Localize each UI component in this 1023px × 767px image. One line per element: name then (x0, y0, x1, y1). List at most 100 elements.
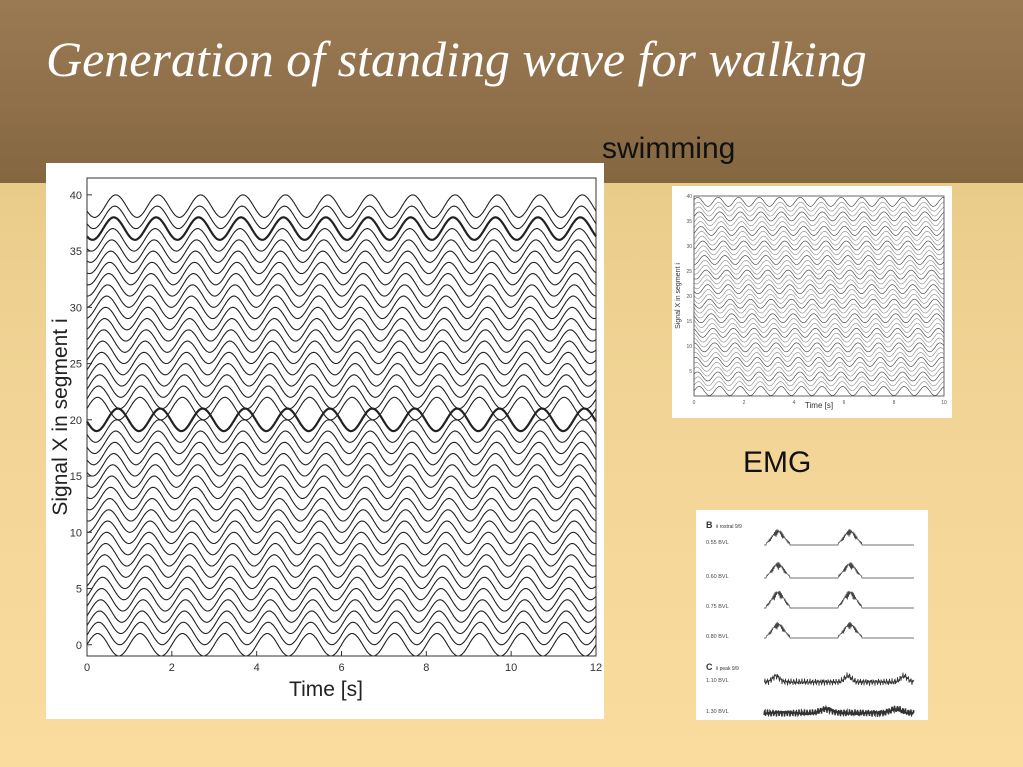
emg-chart: B ii rostral 9/9 0.55 BVL 0.60 BVL 0.75 … (706, 520, 915, 718)
walking-y-tick-label: 0 (76, 640, 82, 652)
swimming-series-line (693, 352, 945, 362)
walking-y-axis-label: Signal X in segment i (49, 318, 72, 515)
walking-series-line (86, 587, 597, 612)
walking-x-tick-label: 6 (338, 662, 344, 674)
walking-series-line (86, 554, 597, 578)
swimming-series-line (693, 366, 945, 377)
swimming-y-tick-label: 30 (686, 244, 692, 250)
swimming-plot-frame (693, 195, 945, 397)
swimming-y-tick-label: 35 (686, 219, 692, 225)
swimming-series-line (693, 298, 945, 309)
walking-series-line (86, 486, 597, 511)
swimming-series-line (693, 226, 945, 236)
walking-series-line (86, 250, 597, 275)
walking-y-tick-label: 15 (70, 471, 82, 483)
walking-series-line (86, 318, 597, 342)
swimming-series-line (693, 332, 945, 343)
swimming-series-line (693, 269, 945, 280)
swimming-series-line (693, 284, 944, 294)
swimming-series-line (693, 245, 945, 256)
walking-series-line (86, 363, 597, 387)
walking-series-line (86, 261, 597, 286)
swimming-x-tick-label: 8 (893, 400, 896, 406)
swimming-series-line (693, 318, 945, 328)
walking-series-line (86, 610, 597, 635)
swimming-series-line (693, 362, 945, 372)
walking-chart-panel: 0 2 4 6 8 10 12 0 5 10 15 20 25 30 35 40 Time [s] Sign… (46, 163, 604, 719)
emg-panel-b-condition: ii rostral 9/9 (716, 524, 742, 530)
swimming-series-line (693, 289, 945, 299)
walking-series-line (86, 194, 597, 218)
swimming-series-line (693, 303, 945, 314)
walking-series-line (86, 430, 597, 455)
swimming-x-tick-label: 0 (693, 400, 696, 406)
walking-x-tick-label: 2 (169, 662, 175, 674)
swimming-series-line (693, 265, 945, 275)
swimming-x-tick-label: 4 (793, 400, 796, 406)
walking-y-tick-label: 40 (70, 190, 82, 202)
swimming-chart-panel: 0 2 4 6 8 10 5 10 15 20 25 30 35 40 Time [s] Signal … (672, 186, 952, 418)
walking-x-tick-label: 8 (423, 662, 429, 674)
swimming-series-line (693, 197, 944, 207)
walking-series-line (87, 273, 597, 297)
walking-series-line (86, 385, 597, 410)
swimming-series-line (693, 308, 945, 319)
walking-series-line (86, 396, 597, 421)
swimming-series-line (693, 235, 945, 246)
walking-series-line (86, 239, 597, 263)
swimming-x-tick-label: 10 (941, 400, 947, 406)
emg-trace-label: 1.10 BVL (706, 678, 729, 684)
swimming-series-line (694, 255, 945, 265)
title-bar: Generation of standing wave for walking (0, 0, 1023, 183)
emg-panel-b-letter: B (706, 520, 713, 530)
emg-trace-line (763, 704, 915, 718)
swimming-series-line (693, 260, 945, 270)
walking-series-line (87, 509, 597, 533)
swimming-label: swimming (602, 132, 736, 165)
walking-y-tick-label: 25 (70, 359, 82, 371)
walking-x-tick-label: 4 (254, 662, 260, 674)
emg-label: EMG (743, 446, 812, 479)
emg-panel-c-condition: ii peak 9/9 (716, 666, 739, 672)
emg-trace-label: 0.55 BVL (706, 540, 729, 546)
walking-series-line (86, 228, 597, 252)
walking-chart: 0 2 4 6 8 10 12 0 5 10 15 20 25 30 35 40 Time [s] Sign… (49, 177, 602, 701)
swimming-series-line (693, 337, 945, 348)
swimming-series-line (693, 240, 945, 251)
walking-y-tick-label: 20 (70, 415, 82, 427)
swimming-series-line (693, 274, 945, 285)
walking-series-line (86, 351, 597, 376)
walking-series-line (86, 453, 597, 477)
swimming-series-line (693, 206, 945, 217)
swimming-y-tick-label: 25 (686, 269, 692, 275)
swimming-series-line (693, 371, 944, 382)
walking-series-line (86, 475, 597, 500)
swimming-y-tick-label: 40 (686, 194, 692, 200)
swimming-chart: 0 2 4 6 8 10 5 10 15 20 25 30 35 40 Time [s] Signal … (675, 194, 947, 410)
swimming-series-line (693, 294, 945, 304)
walking-series-line (86, 419, 597, 443)
swimming-series-line (693, 376, 945, 387)
swimming-series-line (693, 216, 945, 226)
walking-y-tick-label: 30 (70, 302, 82, 314)
swimming-series-line (693, 221, 945, 231)
swimming-series-line (693, 347, 945, 358)
emg-trace-line (764, 622, 914, 639)
walking-series-line (86, 520, 596, 545)
swimming-y-tick-label: 10 (686, 344, 692, 350)
emg-trace-line (764, 561, 914, 579)
swimming-y-tick-label: 5 (689, 369, 692, 375)
walking-series-line (86, 306, 597, 331)
emg-trace-label: 1.30 BVL (706, 709, 729, 715)
emg-trace-line (764, 590, 914, 609)
walking-series-line (86, 632, 597, 657)
emg-chart-panel: B ii rostral 9/9 0.55 BVL 0.60 BVL 0.75 … (696, 510, 928, 720)
walking-series-line (86, 407, 597, 433)
swimming-series-line (693, 381, 945, 391)
walking-y-tick-label: 35 (70, 246, 82, 258)
swimming-series-line (693, 357, 945, 367)
walking-series-line (86, 621, 597, 646)
walking-series-line (86, 531, 597, 556)
walking-series-line (86, 497, 597, 522)
swimming-series-line (693, 313, 945, 323)
